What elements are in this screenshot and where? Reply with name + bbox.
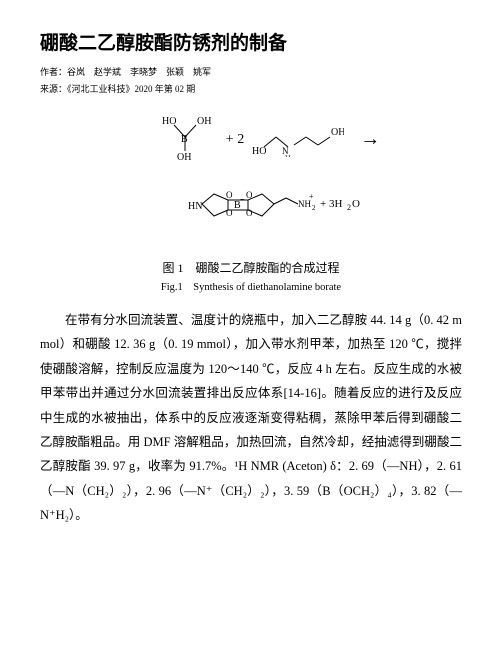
product-structure: HN O O O O B − NH 2 + + 3H 2 O: [166, 176, 366, 237]
svg-text:−: −: [240, 195, 245, 204]
svg-text:O: O: [246, 190, 253, 200]
authors-line: 作者：谷岚 赵学斌 李晓梦 张颖 姚军: [40, 65, 462, 78]
svg-text:O: O: [352, 198, 360, 210]
svg-text:HO: HO: [252, 146, 266, 157]
paper-title: 硼酸二乙醇胺酯防锈剂的制备: [40, 28, 462, 55]
source-line: 来源：《河北工业科技》2020 年第 02 期: [40, 82, 462, 95]
plus-two: + 2: [226, 132, 244, 148]
figure-1: HO OH OH B + 2 HO N H OH →: [40, 113, 462, 294]
svg-text:B: B: [181, 134, 188, 145]
reaction-arrow: →: [360, 128, 380, 151]
figure-caption-cn: 图 1 硼酸二乙醇胺酯的合成过程: [40, 259, 462, 276]
diethanolamine-structure: HO N H OH: [252, 117, 344, 162]
svg-text:OH: OH: [197, 116, 211, 127]
svg-text:O: O: [226, 190, 233, 200]
svg-text:+ 3H: + 3H: [320, 198, 342, 210]
reaction-top-row: HO OH OH B + 2 HO N H OH →: [70, 113, 462, 166]
svg-text:2: 2: [347, 203, 351, 212]
svg-text:O: O: [226, 208, 233, 218]
svg-text:H: H: [285, 154, 291, 157]
svg-text:OH: OH: [331, 127, 344, 138]
authors-names: 谷岚 赵学斌 李晓梦 张颖 姚军: [67, 67, 211, 77]
svg-text:HO: HO: [162, 116, 176, 127]
source-text: 《河北工业科技》2020 年第 02 期: [67, 84, 195, 94]
svg-text:+: +: [309, 192, 314, 201]
source-label: 来源：: [40, 84, 67, 94]
reaction-bottom-row: HN O O O O B − NH 2 + + 3H 2 O: [70, 176, 462, 237]
boric-acid-structure: HO OH OH B: [152, 113, 218, 166]
svg-text:HN: HN: [188, 201, 202, 212]
svg-text:O: O: [246, 208, 253, 218]
svg-text:OH: OH: [177, 152, 191, 161]
figure-caption-en: Fig.1 Synthesis of diethanolamine borate: [40, 279, 462, 294]
svg-text:2: 2: [312, 204, 316, 212]
body-paragraph: 在带有分水回流装置、温度计的烧瓶中，加入二乙醇胺 44. 14 g（0. 42 …: [40, 308, 462, 527]
authors-label: 作者：: [40, 67, 67, 77]
